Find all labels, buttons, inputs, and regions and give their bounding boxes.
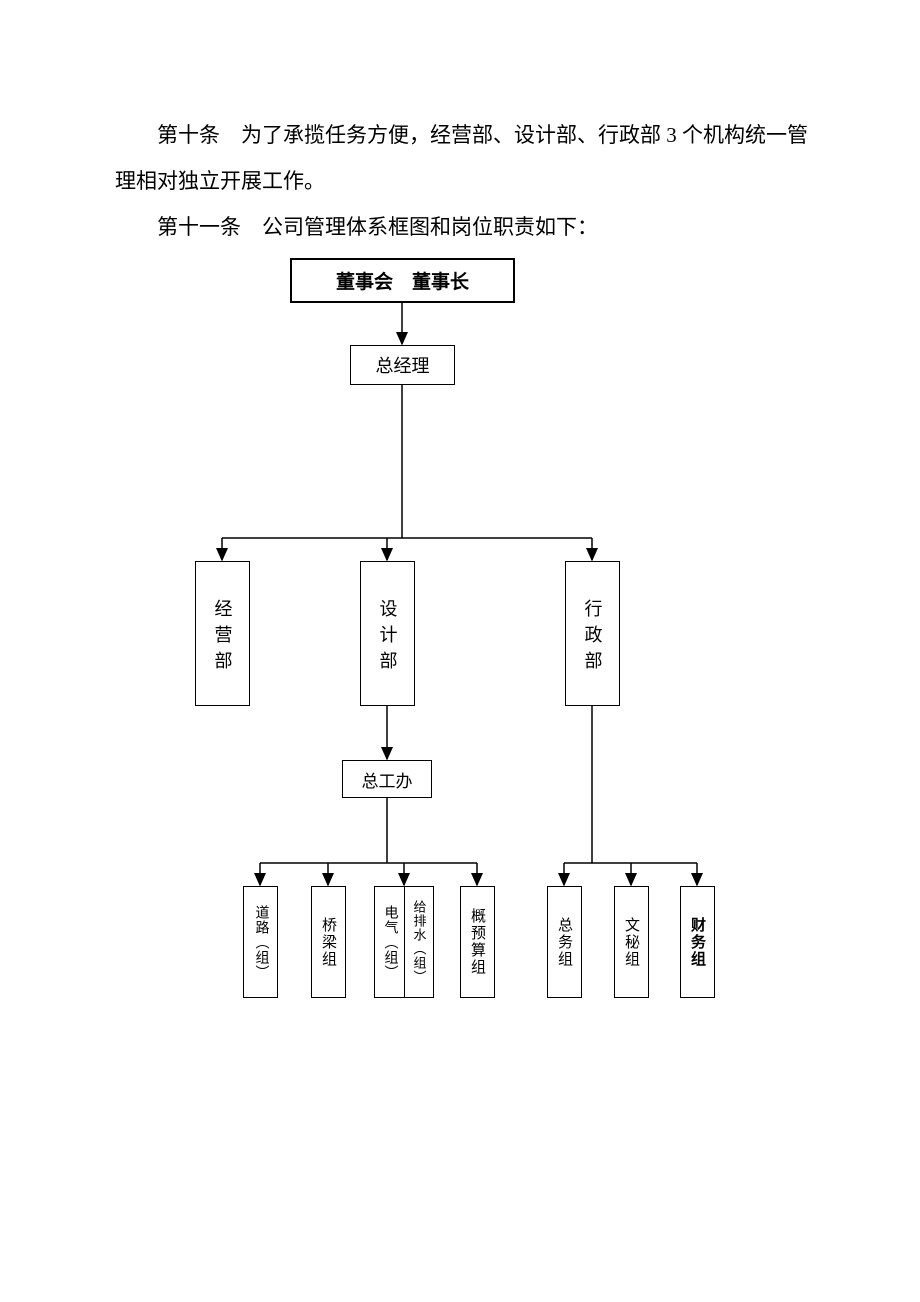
node-elec: 电气（组） [374, 886, 404, 998]
node-road-label: 道路（组） [251, 905, 271, 980]
node-elec-label: 电气（组） [380, 905, 400, 980]
node-secretary-label: 文秘组 [621, 917, 642, 968]
node-admin-label: 行政部 [580, 599, 606, 677]
node-finance-label: 财务组 [687, 917, 708, 968]
node-board: 董事会 董事长 [290, 258, 515, 303]
node-general-label: 总务组 [554, 917, 575, 968]
paragraph-11: 第十一条 公司管理体系框图和岗位职责如下： [115, 204, 815, 250]
node-ops: 经营部 [195, 561, 250, 706]
node-budget: 概预算组 [460, 886, 495, 998]
node-secretary: 文秘组 [614, 886, 649, 998]
paragraph-10: 第十条 为了承揽任务方便，经营部、设计部、行政部 3 个机构统一管理相对独立开展… [115, 112, 815, 204]
node-ops-label: 经营部 [210, 599, 236, 677]
node-design: 设计部 [360, 561, 415, 706]
node-design-label: 设计部 [375, 599, 401, 677]
node-bridge: 桥梁组 [311, 886, 346, 998]
node-gm-label: 总经理 [376, 352, 430, 378]
node-general: 总务组 [547, 886, 582, 998]
node-admin: 行政部 [565, 561, 620, 706]
node-budget-label: 概预算组 [467, 908, 488, 976]
node-board-label: 董事会 董事长 [336, 267, 469, 294]
node-chief: 总工办 [342, 760, 432, 798]
node-water: 给排水（组） [404, 886, 434, 998]
node-chief-label: 总工办 [362, 767, 413, 792]
node-finance: 财务组 [680, 886, 715, 998]
article-text: 第十条 为了承揽任务方便，经营部、设计部、行政部 3 个机构统一管理相对独立开展… [115, 112, 815, 251]
node-bridge-label: 桥梁组 [318, 917, 339, 968]
node-road: 道路（组） [243, 886, 278, 998]
org-chart: 董事会 董事长 总经理 经营部 设计部 行政部 总工办 道路（组） 桥梁组 电气… [0, 258, 920, 1058]
node-gm: 总经理 [350, 345, 455, 385]
node-water-label: 给排水（组） [410, 900, 429, 984]
